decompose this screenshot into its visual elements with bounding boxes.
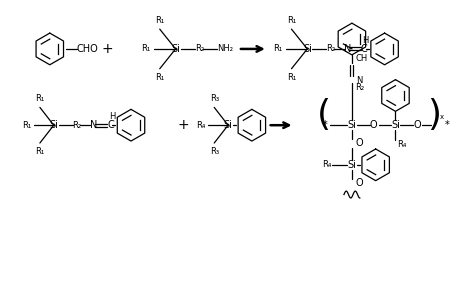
Text: R₁: R₁ [142,45,151,53]
Text: Si: Si [347,160,356,170]
Text: Si: Si [347,120,356,130]
Text: O: O [356,138,364,148]
Text: CHO: CHO [76,44,98,54]
Text: O: O [356,178,364,188]
Text: C: C [107,120,114,130]
Text: Si: Si [391,120,400,130]
Text: R₄: R₄ [398,140,407,149]
Text: *: * [322,120,327,130]
Text: R₁: R₁ [155,73,164,82]
Text: x: x [440,114,444,120]
Text: R₁: R₁ [22,121,31,130]
Text: R₁: R₁ [155,16,164,25]
Text: Si: Si [171,44,180,54]
Text: H: H [363,35,369,45]
Text: O: O [370,120,377,130]
Text: N: N [91,120,98,130]
Text: *: * [445,120,450,130]
Text: R₁: R₁ [35,94,45,103]
Text: R₂: R₂ [195,45,204,53]
Text: R₃: R₃ [210,94,219,103]
Text: R₄: R₄ [196,121,205,130]
Text: N: N [356,76,362,85]
Text: +: + [178,118,189,132]
Text: Si: Si [49,120,58,130]
Text: ): ) [427,98,441,132]
Text: R₁: R₁ [287,73,296,82]
Text: CH: CH [356,54,368,63]
Text: +: + [101,42,113,56]
Text: R₂: R₂ [73,121,82,130]
Text: R₃: R₃ [210,147,219,156]
Text: R₂: R₂ [326,45,335,53]
Text: Si: Si [303,44,312,54]
Text: (: ( [317,98,331,132]
Text: R₂: R₂ [355,83,364,92]
Text: R₁: R₁ [273,45,283,53]
Text: NH₂: NH₂ [217,45,233,53]
Text: R₁: R₁ [35,147,45,156]
Text: N: N [344,44,351,54]
Text: O: O [413,120,421,130]
Text: H: H [109,112,115,121]
Text: R₁: R₁ [287,16,296,25]
Text: Si: Si [224,120,233,130]
Text: C: C [361,44,367,54]
Text: R₄: R₄ [322,160,331,169]
